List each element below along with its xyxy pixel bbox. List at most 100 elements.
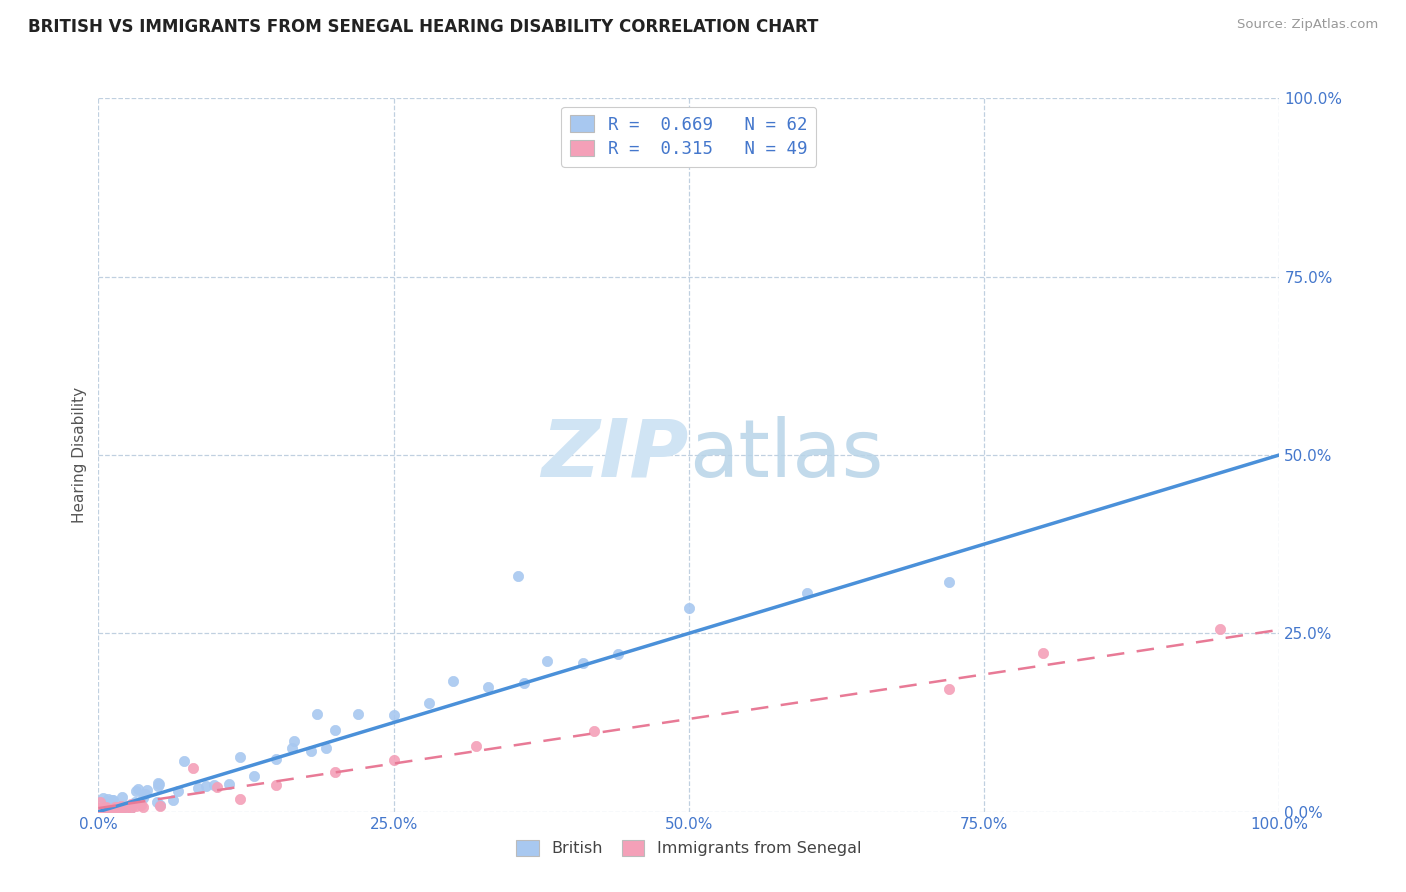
Text: atlas: atlas (689, 416, 883, 494)
Point (315, 740, 337, 755)
Point (97, 792, 120, 806)
Point (111, 799, 134, 814)
Point (125, 798, 148, 813)
Point (129, 797, 152, 812)
Point (187, 780, 209, 795)
Point (110, 798, 132, 813)
Point (347, 706, 370, 721)
Y-axis label: Hearing Disability: Hearing Disability (72, 387, 87, 523)
Point (90, 804, 112, 818)
Point (173, 754, 195, 768)
Legend: British, Immigrants from Senegal: British, Immigrants from Senegal (508, 832, 870, 864)
Point (103, 803, 125, 817)
Point (229, 749, 252, 764)
Point (205, 780, 228, 795)
Point (98, 802, 121, 816)
Point (104, 800, 127, 814)
Point (91, 790, 114, 805)
Point (89, 803, 111, 817)
Point (283, 734, 305, 748)
Point (465, 739, 488, 754)
Point (135, 783, 157, 797)
Point (441, 673, 464, 688)
Point (110, 799, 132, 814)
Point (149, 798, 172, 813)
Point (117, 799, 139, 814)
Point (148, 777, 170, 791)
Point (101, 793, 124, 807)
Point (299, 744, 322, 758)
Point (107, 799, 129, 814)
Point (146, 780, 169, 794)
Point (110, 803, 132, 817)
Point (103, 798, 125, 813)
Text: Source: ZipAtlas.com: Source: ZipAtlas.com (1237, 18, 1378, 31)
Point (125, 784, 148, 798)
Point (105, 800, 128, 814)
Point (506, 569, 529, 583)
Point (264, 752, 287, 766)
Point (90, 804, 112, 818)
Point (108, 800, 131, 814)
Point (107, 804, 129, 818)
Point (134, 788, 156, 802)
Point (94, 804, 117, 818)
Point (1209, 622, 1232, 636)
Point (90, 804, 112, 818)
Point (127, 782, 149, 797)
Point (204, 778, 226, 792)
Point (89, 804, 111, 818)
Point (101, 804, 124, 818)
Point (132, 790, 155, 805)
Point (124, 795, 146, 809)
Point (218, 777, 240, 791)
Point (229, 792, 252, 806)
Point (94, 803, 117, 817)
Point (323, 764, 346, 779)
Point (167, 784, 190, 798)
Text: BRITISH VS IMMIGRANTS FROM SENEGAL HEARING DISABILITY CORRELATION CHART: BRITISH VS IMMIGRANTS FROM SENEGAL HEARI… (28, 18, 818, 36)
Point (796, 586, 818, 600)
Point (98, 799, 121, 814)
Point (938, 681, 960, 696)
Point (89, 804, 111, 818)
Point (96, 794, 118, 808)
Point (94, 804, 117, 818)
Point (264, 778, 287, 792)
Point (678, 601, 700, 615)
Point (110, 801, 132, 815)
Point (90, 804, 112, 818)
Point (607, 647, 630, 661)
Point (1032, 646, 1054, 660)
Point (104, 804, 127, 818)
Point (382, 753, 405, 767)
Text: ZIP: ZIP (541, 416, 689, 494)
Point (97, 804, 120, 818)
Point (323, 723, 346, 738)
Point (121, 801, 143, 815)
Point (583, 723, 606, 738)
Point (194, 779, 217, 793)
Point (111, 801, 134, 815)
Point (89, 801, 111, 815)
Point (536, 654, 558, 668)
Point (162, 793, 184, 807)
Point (104, 804, 127, 818)
Point (382, 708, 405, 723)
Point (120, 797, 142, 811)
Point (149, 798, 172, 813)
Point (91, 804, 114, 818)
Point (100, 793, 122, 807)
Point (91, 803, 114, 817)
Point (418, 696, 440, 710)
Point (94, 800, 117, 814)
Point (89, 804, 111, 818)
Point (477, 680, 499, 694)
Point (90, 802, 112, 816)
Point (307, 707, 329, 722)
Point (243, 768, 266, 782)
Point (111, 789, 134, 804)
Point (98, 794, 121, 808)
Point (132, 800, 155, 814)
Point (105, 804, 128, 818)
